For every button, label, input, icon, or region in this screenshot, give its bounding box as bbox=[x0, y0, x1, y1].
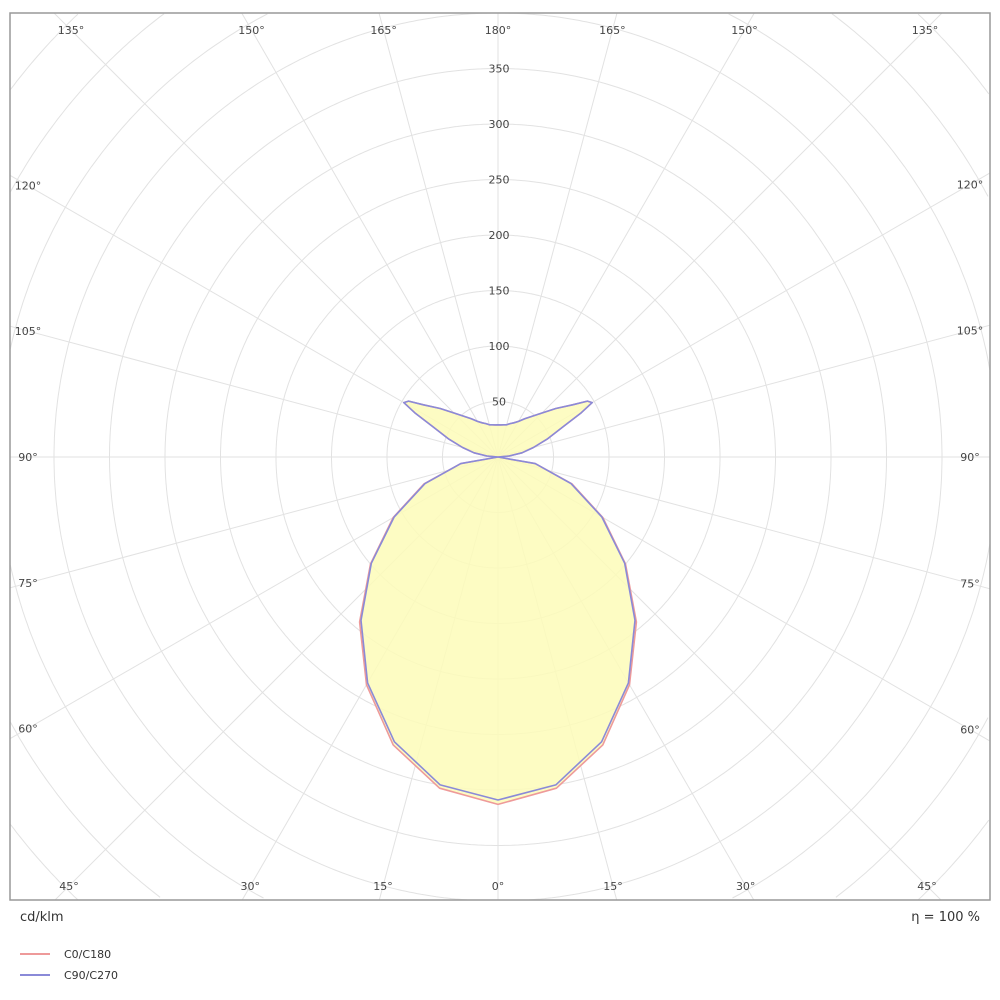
angle-label: 135° bbox=[912, 24, 939, 37]
grid-spoke bbox=[497, 12, 618, 458]
angle-label: 0° bbox=[492, 880, 505, 893]
grid-spoke bbox=[497, 324, 991, 458]
polar-grid bbox=[9, 12, 991, 901]
angle-label: 105° bbox=[957, 325, 984, 338]
angle-label: 165° bbox=[599, 24, 626, 37]
curves bbox=[358, 400, 638, 806]
legend-item-c0: C0/C180 bbox=[20, 947, 111, 961]
angle-label: 105° bbox=[15, 325, 42, 338]
angle-label: 135° bbox=[58, 24, 85, 37]
legend-item-c90: C90/C270 bbox=[20, 968, 118, 982]
angle-label: 120° bbox=[15, 180, 42, 193]
angle-label: 30° bbox=[241, 880, 261, 893]
grid-spoke bbox=[378, 12, 499, 458]
grid-spoke bbox=[497, 12, 943, 458]
angle-label: 90° bbox=[18, 451, 38, 464]
angle-label: 60° bbox=[18, 722, 38, 735]
series-line-c90-c270 bbox=[360, 400, 636, 801]
radial-tick-label: 150 bbox=[489, 285, 510, 298]
grid-spoke bbox=[241, 12, 499, 458]
grid-circle bbox=[10, 13, 990, 901]
angle-label: 150° bbox=[238, 24, 265, 37]
angle-label: 150° bbox=[731, 24, 758, 37]
angle-label: 45° bbox=[59, 880, 79, 893]
angle-label: 75° bbox=[960, 578, 980, 591]
legend-label: C0/C180 bbox=[64, 947, 112, 961]
legend-swatch bbox=[20, 974, 50, 976]
angle-label: 120° bbox=[957, 179, 984, 192]
angle-label: 15° bbox=[603, 880, 623, 893]
radial-tick-label: 100 bbox=[489, 340, 510, 353]
angle-label: 180° bbox=[485, 24, 512, 37]
grid-circle bbox=[9, 13, 991, 899]
angle-label: 15° bbox=[373, 880, 393, 893]
grid-spoke bbox=[497, 456, 991, 590]
legend-label: C90/C270 bbox=[64, 968, 119, 982]
radial-tick-label: 50 bbox=[492, 396, 506, 409]
radial-tick-label: 300 bbox=[489, 118, 510, 131]
radial-tick-label: 250 bbox=[489, 174, 510, 187]
angle-labels: 45° 30° 15° 0° 15° 30° 45° 135° 150° 165° 180° 165°… bbox=[15, 24, 984, 893]
angle-label: 75° bbox=[18, 577, 38, 590]
angle-label: 60° bbox=[960, 724, 980, 737]
grid-spoke bbox=[53, 12, 499, 458]
radial-tick-label: 350 bbox=[489, 63, 510, 76]
grid-spoke bbox=[497, 12, 755, 458]
angle-label: 90° bbox=[960, 451, 980, 464]
grid-spoke bbox=[9, 456, 499, 589]
radial-tick-label: 200 bbox=[489, 229, 510, 242]
intensity-fill bbox=[359, 401, 637, 805]
radial-tick-labels: 50 100 150 200 250 300 350 bbox=[489, 63, 510, 409]
legend-swatch bbox=[20, 953, 50, 955]
angle-label: 165° bbox=[370, 24, 397, 37]
grid-spoke bbox=[9, 325, 499, 458]
grid-circle bbox=[53, 12, 943, 901]
efficiency-label: η = 100 % bbox=[911, 910, 980, 925]
grid-circle bbox=[9, 13, 989, 898]
unit-label: cd/klm bbox=[20, 910, 64, 925]
angle-label: 30° bbox=[736, 880, 756, 893]
angle-label: 45° bbox=[917, 880, 937, 893]
plot-frame bbox=[9, 12, 991, 901]
